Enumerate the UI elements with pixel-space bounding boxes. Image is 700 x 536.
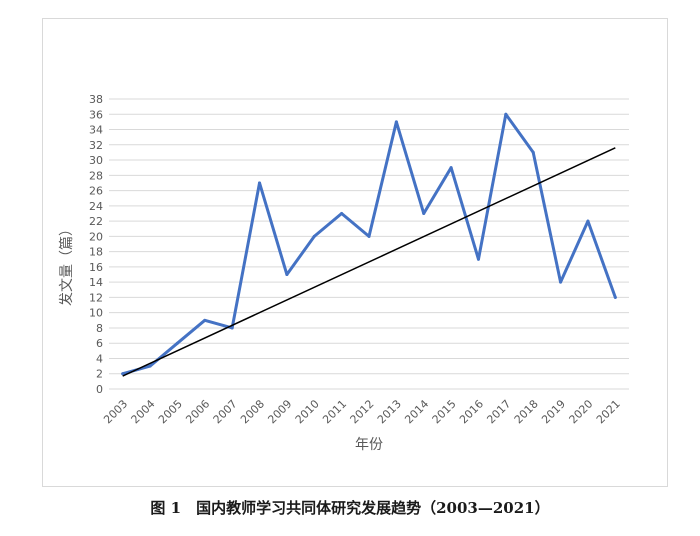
- x-tick-label: 2015: [430, 397, 459, 426]
- data-point: [285, 273, 289, 277]
- x-tick-label: 2008: [238, 397, 267, 426]
- data-point: [148, 364, 152, 368]
- data-point: [476, 257, 480, 261]
- y-tick-label: 20: [89, 230, 103, 243]
- x-tick-label: 2019: [539, 397, 568, 426]
- x-tick-label: 2011: [320, 397, 349, 426]
- x-tick-label: 2006: [183, 397, 212, 426]
- x-axis-title: 年份: [355, 437, 383, 453]
- y-tick-label: 2: [96, 368, 103, 381]
- x-tick-label: 2004: [129, 397, 158, 426]
- y-tick-label: 0: [96, 383, 103, 396]
- x-tick-label: 2016: [457, 397, 486, 426]
- y-tick-label: 8: [96, 322, 103, 335]
- y-tick-label: 16: [89, 261, 103, 274]
- x-tick-label: 2017: [484, 397, 513, 426]
- x-tick-label: 2018: [512, 397, 541, 426]
- data-point: [422, 211, 426, 215]
- x-tick-label: 2012: [348, 397, 377, 426]
- data-point: [312, 234, 316, 238]
- chart-frame: 0 2 4 6 8 10 12 14 16 18 20 22 24 26 28 30 32 34 36 38 2003…: [42, 18, 668, 487]
- y-tick-label: 6: [96, 337, 103, 350]
- figure-caption: 图 1 国内教师学习共同体研究发展趋势（2003—2021）: [150, 499, 550, 517]
- x-tick-label: 2009: [265, 397, 294, 426]
- data-point: [175, 341, 179, 345]
- data-point: [340, 211, 344, 215]
- x-tick-label: 2005: [156, 397, 185, 426]
- y-tick-label: 4: [96, 352, 103, 365]
- x-tick-label: 2021: [594, 397, 623, 426]
- y-tick-label: 24: [89, 200, 103, 213]
- data-point: [203, 318, 207, 322]
- y-tick-label: 12: [89, 291, 103, 304]
- x-tick-label: 2010: [293, 397, 322, 426]
- series-lines: [121, 112, 617, 376]
- data-point: [559, 280, 563, 284]
- series-line-0: [121, 112, 617, 376]
- y-tick-label: 18: [89, 246, 103, 259]
- y-tick-label: 28: [89, 169, 103, 182]
- data-point: [531, 150, 535, 154]
- data-point: [230, 326, 234, 330]
- data-point: [121, 372, 125, 376]
- x-axis-ticks: 2003200420052006200720082009201020112012…: [101, 397, 623, 426]
- y-tick-label: 22: [89, 215, 103, 228]
- y-tick-label: 10: [89, 307, 103, 320]
- y-tick-label: 26: [89, 185, 103, 198]
- data-point: [258, 181, 262, 185]
- y-axis-title: 发文量（篇）: [59, 222, 75, 306]
- trendline-layer: [122, 147, 616, 377]
- y-tick-label: 38: [89, 93, 103, 106]
- y-tick-label: 14: [89, 276, 103, 289]
- y-tick-label: 36: [89, 108, 103, 121]
- data-point: [613, 295, 617, 299]
- trendline: [122, 147, 616, 377]
- x-tick-label: 2020: [567, 397, 596, 426]
- x-tick-label: 2013: [375, 397, 404, 426]
- data-point: [367, 234, 371, 238]
- x-tick-label: 2014: [402, 397, 431, 426]
- data-point: [394, 120, 398, 124]
- data-point: [449, 166, 453, 170]
- data-point: [504, 112, 508, 116]
- x-tick-label: 2007: [211, 397, 240, 426]
- y-tick-label: 32: [89, 139, 103, 152]
- y-tick-label: 34: [89, 124, 103, 137]
- data-point: [586, 219, 590, 223]
- y-tick-label: 30: [89, 154, 103, 167]
- x-tick-label: 2003: [101, 397, 130, 426]
